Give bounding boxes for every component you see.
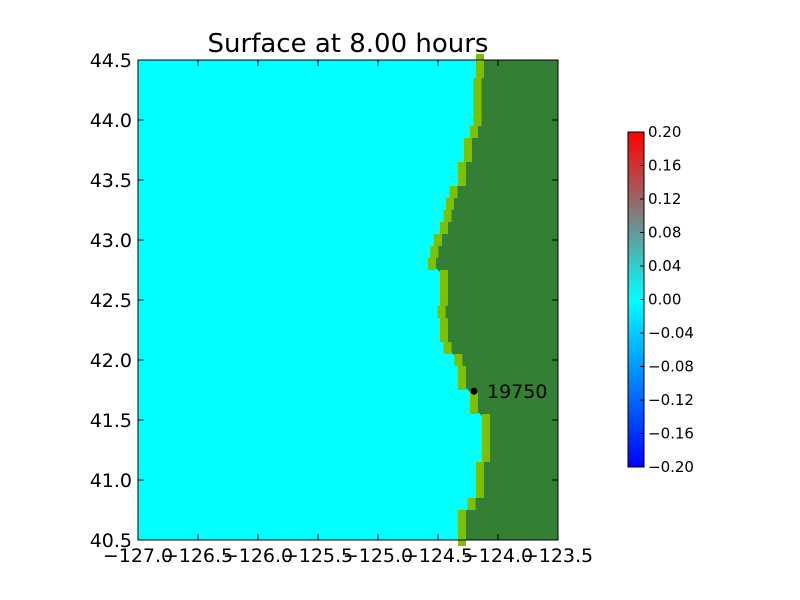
shore-cell	[458, 522, 466, 534]
shore-cell	[440, 270, 448, 282]
shore-cell	[482, 450, 490, 462]
x-tick-label: −125.5	[283, 545, 353, 567]
shore-cell	[482, 414, 490, 426]
shore-cell	[476, 66, 484, 78]
gauge-marker	[470, 387, 478, 395]
gauge-label: 19750	[487, 381, 547, 403]
shore-cell	[473, 90, 482, 102]
y-tick-label: 41.5	[90, 410, 132, 432]
colorbar-tick-label: 0.20	[648, 123, 681, 141]
y-tick-label: 41.0	[90, 470, 132, 492]
y-tick-label: 42.5	[90, 290, 132, 312]
x-tick-label: −124.0	[463, 545, 533, 567]
x-tick-label: −126.0	[223, 545, 293, 567]
colorbar-tick-label: −0.16	[648, 425, 694, 443]
x-axis-ticks: −127.0−126.5−126.0−125.5−125.0−124.5−124…	[103, 60, 593, 567]
shore-cell	[458, 366, 466, 378]
colorbar-tick-label: 0.12	[648, 190, 681, 208]
shore-cell	[430, 246, 439, 258]
shore-cell	[470, 390, 478, 402]
colorbar-tick-label: −0.08	[648, 358, 694, 376]
shore-cell	[440, 222, 448, 234]
y-tick-label: 43.5	[90, 170, 132, 192]
shore-cell	[440, 318, 448, 330]
x-tick-label: −123.5	[523, 545, 593, 567]
y-tick-label: 43.0	[90, 230, 132, 252]
shore-cell	[476, 462, 484, 474]
shore-cell	[458, 510, 466, 522]
x-tick-label: −124.5	[403, 545, 473, 567]
plot-area: 19750	[137, 54, 559, 546]
colorbar-tick-label: −0.12	[648, 391, 694, 409]
shore-cell	[454, 354, 463, 366]
colorbar-tick-label: 0.08	[648, 224, 681, 242]
shore-cell	[482, 438, 490, 450]
shore-cell	[473, 78, 482, 90]
shore-cell	[464, 138, 472, 150]
colorbar-tick-label: 0.00	[648, 291, 681, 309]
shore-cell	[440, 294, 448, 306]
chart-title: Surface at 8.00 hours	[208, 29, 489, 59]
y-tick-label: 40.5	[90, 530, 132, 552]
x-tick-label: −126.5	[163, 545, 233, 567]
x-tick-label: −127.0	[103, 545, 173, 567]
shore-cell	[476, 486, 484, 498]
y-axis-ticks: 40.5 41.0 41.5 42.0 42.5 43.0 43.5 44.0 44.5	[90, 50, 558, 552]
shore-cell	[470, 402, 478, 414]
shore-cell	[467, 498, 476, 510]
x-tick-label: −125.0	[343, 545, 413, 567]
shore-cell	[473, 102, 482, 114]
shore-cell	[443, 210, 452, 222]
shore-cell	[464, 150, 472, 162]
shore-cell	[428, 258, 436, 270]
y-tick-label: 44.5	[90, 50, 132, 72]
shore-cell	[458, 378, 466, 390]
shore-cell	[482, 426, 490, 438]
shore-cell	[440, 330, 448, 342]
shore-cell	[434, 234, 442, 246]
shore-cell	[437, 306, 446, 318]
colorbar-tick-label: 0.16	[648, 157, 681, 175]
shore-cell	[458, 162, 466, 174]
colorbar: −0.20 −0.16 −0.12 −0.08 −0.04 0.00 0.04 0.08 0.1…	[627, 123, 694, 476]
y-tick-label: 44.0	[90, 110, 132, 132]
shore-cell	[449, 186, 458, 198]
shore-cell	[446, 198, 454, 210]
shore-cell	[470, 126, 478, 138]
colorbar-tick-label: −0.04	[648, 324, 694, 342]
shore-cell	[458, 174, 466, 186]
colorbar-tick-label: −0.20	[648, 458, 694, 476]
y-tick-label: 42.0	[90, 350, 132, 372]
shore-cell	[473, 114, 482, 126]
shore-cell	[443, 342, 452, 354]
colorbar-tick-label: 0.04	[648, 257, 681, 275]
shore-cell	[440, 282, 448, 294]
shore-cell	[476, 474, 484, 486]
